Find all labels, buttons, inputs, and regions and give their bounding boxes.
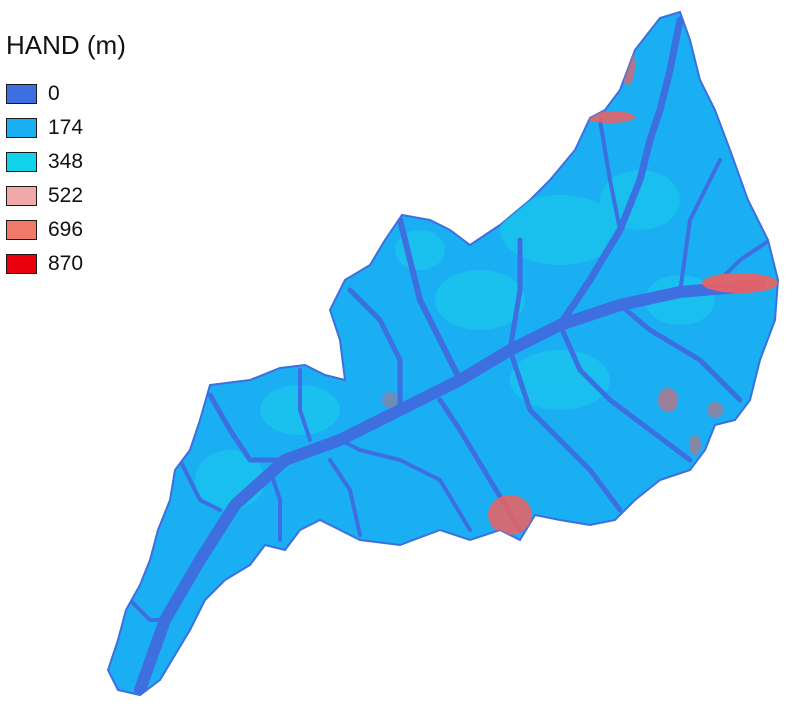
legend-title: HAND (m) [6, 30, 126, 60]
legend-label: 174 [48, 116, 84, 139]
legend-swatch [6, 254, 37, 274]
high-hand-zones [382, 45, 778, 535]
drainage-channels [128, 16, 772, 695]
legend-label: 0 [48, 82, 60, 105]
legend-item-696: 696 [6, 218, 126, 252]
legend-swatch [6, 84, 37, 104]
map-legend: HAND (m) 0 174 348 522 696 870 [6, 30, 126, 286]
legend-swatch [6, 186, 37, 206]
legend-label: 870 [48, 252, 84, 275]
legend-swatch [6, 118, 37, 138]
legend-swatch [6, 220, 37, 240]
legend-item-522: 522 [6, 184, 126, 218]
basin-fill [106, 10, 780, 697]
legend-label: 348 [48, 150, 84, 173]
legend-label: 696 [48, 218, 84, 241]
legend-item-348: 348 [6, 150, 126, 184]
legend-swatch [6, 152, 37, 172]
legend-item-0: 0 [6, 82, 126, 116]
watershed-basin [106, 10, 780, 697]
legend-item-174: 174 [6, 116, 126, 150]
legend-item-870: 870 [6, 252, 126, 286]
legend-label: 522 [48, 184, 84, 207]
